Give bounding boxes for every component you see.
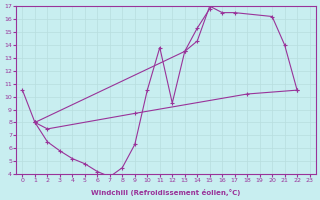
X-axis label: Windchill (Refroidissement éolien,°C): Windchill (Refroidissement éolien,°C) — [91, 189, 241, 196]
